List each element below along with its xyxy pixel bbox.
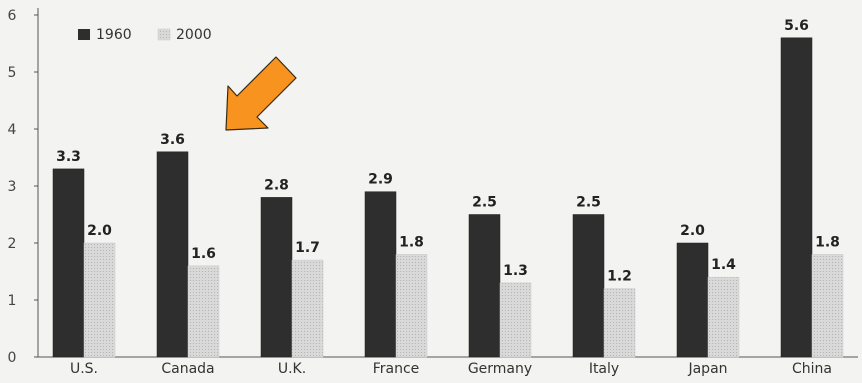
value-label: 1.6 <box>191 246 216 262</box>
x-tick-label: Japan <box>687 361 727 377</box>
x-tick-label: U.K. <box>278 361 306 377</box>
value-label: 1.2 <box>607 269 632 285</box>
x-tick-label: U.S. <box>70 361 98 377</box>
value-label: 2.5 <box>576 195 601 211</box>
value-label: 2.8 <box>264 177 289 193</box>
bar-1960-canada <box>156 151 189 358</box>
bar-1960-japan <box>676 242 709 358</box>
x-tick-label: Italy <box>589 361 619 377</box>
legend-swatch-1960 <box>78 29 90 40</box>
value-label: 1.7 <box>295 240 320 256</box>
bar-1960-italy <box>572 214 605 358</box>
value-label: 3.3 <box>56 149 81 165</box>
bar-1960-france <box>364 191 397 358</box>
value-label: 5.6 <box>784 18 809 34</box>
y-tick-label: 2 <box>8 236 17 252</box>
y-tick-label: 1 <box>8 293 17 309</box>
value-label: 3.6 <box>160 132 185 148</box>
y-tick-label: 4 <box>8 122 17 138</box>
y-tick-label: 3 <box>8 179 17 195</box>
y-tick-label: 5 <box>8 65 17 81</box>
bar-2000-france <box>395 254 428 358</box>
bar-2000-china <box>811 254 844 358</box>
bar-2000-us <box>83 242 116 358</box>
annotation-arrow <box>225 56 297 131</box>
value-label: 1.8 <box>399 234 424 250</box>
value-label: 2.0 <box>680 223 705 239</box>
bar-2000-japan <box>707 276 740 358</box>
x-tick-label: Canada <box>161 361 214 377</box>
bar-2000-italy <box>603 288 636 358</box>
y-tick-label: 6 <box>8 8 17 24</box>
bar-1960-china <box>780 37 813 358</box>
value-label: 2.9 <box>368 172 393 188</box>
bar-2000-canada <box>187 265 220 358</box>
legend-label-2000: 2000 <box>176 27 212 43</box>
bar-1960-uk <box>260 197 293 358</box>
value-label: 2.0 <box>87 223 112 239</box>
legend-label-1960: 1960 <box>96 27 132 43</box>
y-tick-label: 0 <box>8 350 17 366</box>
value-label: 2.5 <box>472 195 497 211</box>
x-tick-label: France <box>373 361 420 377</box>
value-label: 1.8 <box>815 234 840 250</box>
value-label: 1.3 <box>503 263 528 279</box>
bar-1960-us <box>52 168 85 358</box>
legend-swatch-2000 <box>157 28 171 41</box>
bar-2000-germany <box>499 282 532 358</box>
bar-1960-germany <box>468 214 501 358</box>
x-tick-label: Germany <box>468 361 532 377</box>
bar-2000-uk <box>291 259 324 358</box>
value-label: 1.4 <box>711 257 736 273</box>
x-tick-label: China <box>792 361 832 377</box>
